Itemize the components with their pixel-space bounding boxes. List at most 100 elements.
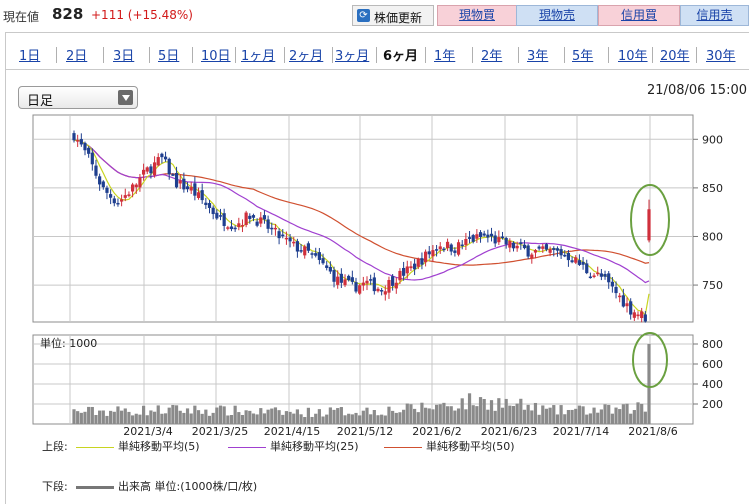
highlight-circle-volume [632, 332, 668, 388]
candle-body [504, 237, 508, 245]
tab-period-15[interactable]: 30年 [706, 49, 736, 64]
x-tick-label: 2021/7/14 [553, 425, 609, 438]
volume-y-tick-label: 200 [702, 398, 723, 411]
tab-period-4[interactable]: 10日 [201, 49, 231, 64]
legend-item-ma5: 単純移動平均(5) [72, 438, 200, 454]
candle-body [585, 263, 589, 274]
candle-body [372, 277, 376, 292]
volume-bar [464, 409, 468, 424]
candle-body [456, 242, 461, 255]
margin-sell-button[interactable]: 信用売 [680, 5, 749, 26]
candle-body [445, 241, 450, 249]
volume-bar [530, 410, 534, 424]
candle-body [394, 282, 398, 289]
volume-bar [614, 407, 618, 424]
candle-body [193, 183, 197, 196]
tab-period-7[interactable]: 3ヶ月 [335, 49, 370, 64]
candle-body [248, 215, 252, 219]
price-y-tick-label: 900 [702, 133, 723, 146]
volume-bar [193, 405, 197, 424]
candle-body [636, 314, 640, 317]
tab-period-0[interactable]: 1日 [19, 49, 41, 64]
candle-body [171, 174, 175, 176]
candle-body [204, 202, 208, 206]
tab-separator [103, 47, 104, 63]
candle-body [130, 184, 135, 192]
tab-period-11[interactable]: 3年 [527, 49, 549, 64]
candle-body [413, 263, 417, 270]
tab-period-10[interactable]: 2年 [481, 49, 503, 64]
volume-bar [178, 410, 182, 424]
candle-body [277, 231, 281, 239]
tab-period-2[interactable]: 3日 [113, 49, 135, 64]
volume-bar [120, 410, 124, 424]
period-select[interactable]: 日足 [18, 86, 138, 109]
tab-period-13[interactable]: 10年 [618, 49, 648, 64]
volume-bar [581, 406, 585, 424]
volume-bar [350, 414, 354, 424]
volume-bar [325, 414, 329, 424]
tab-separator [608, 47, 609, 63]
volume-bar [544, 408, 549, 424]
candle-body [222, 213, 226, 226]
tab-separator [149, 47, 150, 63]
tab-period-8[interactable]: 6ヶ月 [383, 49, 419, 64]
volume-bar [588, 413, 593, 424]
volume-bar [504, 398, 508, 424]
candle-body [292, 241, 296, 244]
candle-body [478, 232, 483, 238]
candle-body [358, 285, 362, 294]
volume-bar [559, 405, 563, 424]
volume-bar [574, 408, 578, 424]
candle-body [299, 250, 303, 252]
tab-period-9[interactable]: 1年 [434, 49, 456, 64]
volume-bar [383, 415, 387, 424]
volume-bar [141, 405, 146, 424]
volume-bar [449, 406, 453, 424]
x-tick-label: 2021/8/6 [628, 425, 677, 438]
x-tick-label: 2021/5/12 [337, 425, 393, 438]
candle-body [574, 257, 578, 263]
tab-separator [332, 47, 333, 63]
volume-bar [152, 411, 157, 424]
candle-body [603, 274, 607, 277]
volume-bar [416, 412, 420, 424]
volume-bar [438, 404, 442, 424]
tab-period-1[interactable]: 2日 [66, 49, 88, 64]
tab-period-6[interactable]: 2ヶ月 [289, 49, 324, 64]
tab-period-12[interactable]: 5年 [572, 49, 594, 64]
volume-bar [643, 411, 647, 424]
period-select-value: 日足 [27, 94, 54, 109]
candle-body [325, 265, 329, 268]
volume-bar [127, 411, 131, 424]
volume-bar [398, 412, 402, 424]
candle-body [566, 252, 571, 261]
stock-header: 現在値 828 +111 (+15.48%) ⟳ 株価更新 現物買 現物売 信用… [0, 0, 749, 32]
tab-period-14[interactable]: 20年 [660, 49, 690, 64]
candle-body [427, 251, 431, 255]
highlight-circle-price [630, 184, 670, 256]
volume-bar [533, 402, 538, 424]
volume-bar [420, 402, 424, 424]
volume-unit-label: 単位: 1000 [40, 336, 97, 350]
cash-sell-button[interactable]: 現物売 [516, 5, 598, 26]
volume-bar [629, 413, 633, 424]
volume-bar [101, 410, 105, 424]
tab-period-5[interactable]: 1ヶ月 [241, 49, 276, 64]
volume-bar [456, 408, 461, 424]
volume-bar [83, 411, 87, 424]
candle-body [94, 165, 98, 176]
candle-body [167, 158, 171, 175]
candle-body [284, 237, 289, 240]
candle-body [610, 281, 614, 287]
candle-body [402, 267, 406, 276]
tab-period-3[interactable]: 5日 [158, 49, 180, 64]
volume-bar [409, 404, 413, 424]
margin-buy-button[interactable]: 信用買 [598, 5, 680, 26]
price-y-tick-label: 800 [702, 230, 723, 243]
candle-body [163, 156, 168, 160]
refresh-price-button[interactable]: ⟳ 株価更新 [352, 5, 434, 26]
candle-body [229, 226, 234, 230]
candle-body [607, 273, 611, 283]
volume-bar [610, 413, 614, 424]
